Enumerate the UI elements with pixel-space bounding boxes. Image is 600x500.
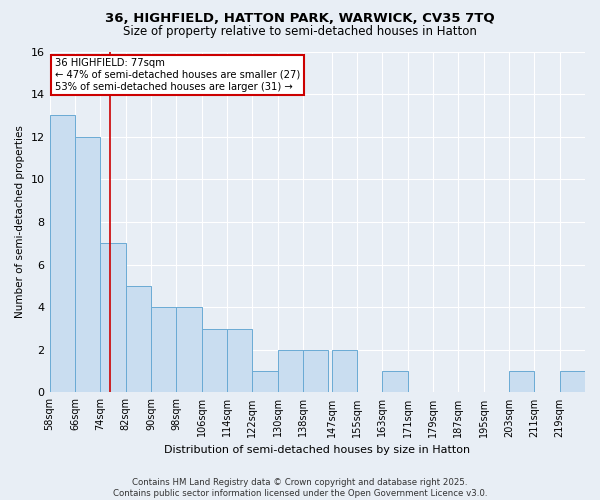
Bar [75, 136, 100, 392]
Bar [227, 328, 253, 392]
Bar [560, 371, 585, 392]
Bar [278, 350, 303, 393]
Bar [50, 116, 75, 392]
Bar [125, 286, 151, 393]
Bar [202, 328, 227, 392]
Bar [303, 350, 328, 393]
Y-axis label: Number of semi-detached properties: Number of semi-detached properties [15, 126, 25, 318]
X-axis label: Distribution of semi-detached houses by size in Hatton: Distribution of semi-detached houses by … [164, 445, 470, 455]
Text: 36 HIGHFIELD: 77sqm
← 47% of semi-detached houses are smaller (27)
53% of semi-d: 36 HIGHFIELD: 77sqm ← 47% of semi-detach… [55, 58, 300, 92]
Bar [332, 350, 357, 393]
Bar [176, 307, 202, 392]
Bar [151, 307, 176, 392]
Text: Contains HM Land Registry data © Crown copyright and database right 2025.
Contai: Contains HM Land Registry data © Crown c… [113, 478, 487, 498]
Bar [100, 244, 125, 392]
Bar [509, 371, 535, 392]
Bar [382, 371, 407, 392]
Text: 36, HIGHFIELD, HATTON PARK, WARWICK, CV35 7TQ: 36, HIGHFIELD, HATTON PARK, WARWICK, CV3… [105, 12, 495, 26]
Bar [253, 371, 278, 392]
Text: Size of property relative to semi-detached houses in Hatton: Size of property relative to semi-detach… [123, 25, 477, 38]
